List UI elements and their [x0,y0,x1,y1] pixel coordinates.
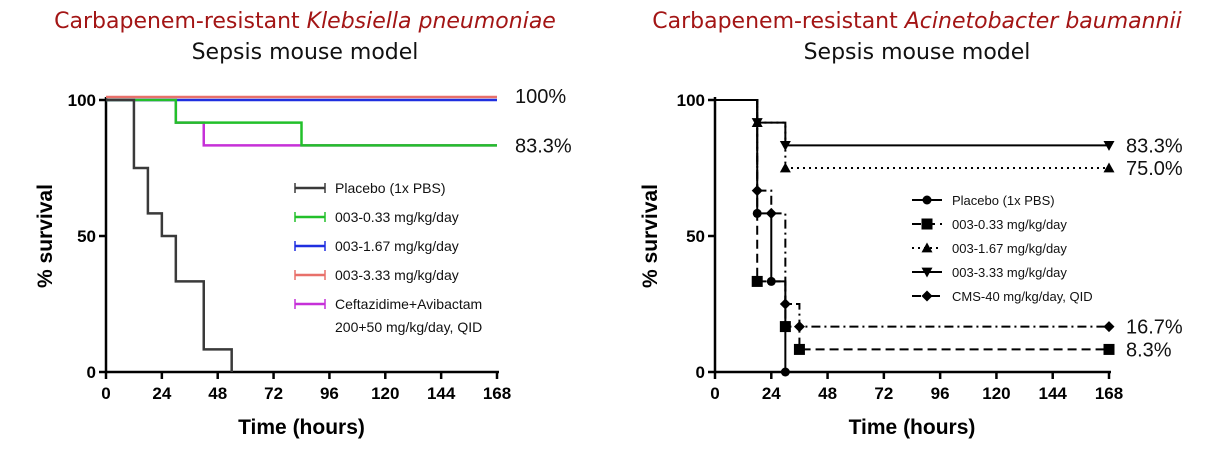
end-value-label: 75.0% [1126,158,1183,180]
x-axis-label: Time (hours) [849,416,976,439]
marker-triangle-down [1103,141,1115,151]
title-organism: Acinetobacter baumannii [904,9,1182,34]
marker-triangle-up [921,242,933,253]
end-value-label: 100% [515,86,566,108]
end-value-label: 83.3% [515,135,572,157]
y-tick-label: 100 [68,91,96,110]
legend-label: 003-3.33 mg/kg/day [952,265,1067,280]
chart-subtitle: Sepsis mouse model [191,40,419,65]
legend-label: CMS-40 mg/kg/day, QID [952,289,1093,304]
y-axis-label: % survival [34,184,57,288]
series-line [715,99,1109,169]
marker-circle [922,195,932,205]
y-tick-label: 0 [696,363,705,382]
survival-chart: 0 50 100 0 24 48 72 96 120 144 168 Time (hours) % su… [639,91,1183,439]
marker-triangle-down [921,267,933,278]
title-organism: Klebsiella pneumoniae [306,9,556,34]
series-line [715,99,1109,328]
legend-label: Placebo (1x PBS) [335,180,446,196]
x-tick-label: 24 [152,384,171,403]
x-tick-label: 96 [931,384,950,403]
marker-circle [766,276,776,286]
chart-subtitle: Sepsis mouse model [803,40,1031,65]
marker-triangle-up [1103,162,1115,173]
chart-title: Carbapenem-resistant Acinetobacter bauma… [612,9,1222,34]
y-tick-label: 100 [677,91,705,110]
marker-circle [752,208,762,218]
legend-label: 200+50 mg/kg/day, QID [335,319,482,335]
marker-square [1103,343,1115,355]
x-tick-label: 24 [762,384,781,403]
legend-label: Placebo (1x PBS) [952,193,1055,208]
marker-diamond [921,290,933,302]
x-tick-label: 48 [818,384,837,403]
series-line [106,98,497,147]
x-tick-label: 96 [320,384,339,403]
marker-circle [780,367,790,377]
legend-label: 003-3.33 mg/kg/day [335,267,459,283]
legend-label: 003-1.67 mg/kg/day [335,238,459,254]
legend-label: 003-0.33 mg/kg/day [335,209,459,225]
series-line [106,98,233,372]
end-value-label: 8.3% [1126,339,1172,361]
y-axis-label: % survival [639,184,662,288]
x-tick-label: 168 [1095,384,1123,403]
series-line [715,99,787,372]
x-tick-label: 144 [427,384,456,403]
x-tick-label: 72 [264,384,283,403]
end-value-label: 83.3% [1126,135,1183,157]
y-tick-label: 50 [686,227,705,246]
x-axis-label: Time (hours) [238,416,365,439]
series-line [715,99,1109,147]
x-tick-label: 120 [982,384,1010,403]
marker-diamond [1103,321,1115,333]
x-tick-label: 120 [371,384,399,403]
legend-label: 003-0.33 mg/kg/day [952,217,1067,232]
x-tick-label: 48 [208,384,227,403]
marker-triangle-up [779,162,791,173]
chart-title: Carbapenem-resistant Klebsiella pneumoni… [0,9,610,34]
x-tick-label: 144 [1039,384,1068,403]
title-text: Carbapenem-resistant [54,9,300,34]
chart-panel-acinetobacter: Carbapenem-resistant Acinetobacter bauma… [612,0,1222,473]
marker-square [751,275,763,287]
survival-chart: 0 50 100 0 24 48 72 96 120 144 168 Time (hours) % su… [34,86,572,439]
x-tick-label: 0 [710,384,719,403]
chart-panel-klebsiella: Carbapenem-resistant Klebsiella pneumoni… [0,0,610,473]
y-tick-label: 0 [87,363,96,382]
x-tick-label: 72 [874,384,893,403]
marker-square [921,218,933,230]
x-tick-label: 0 [101,384,110,403]
legend-label: Ceftazidime+Avibactam [335,296,482,312]
y-tick-label: 50 [77,227,96,246]
x-tick-label: 168 [483,384,511,403]
title-text: Carbapenem-resistant [652,9,898,34]
marker-triangle-down [779,141,791,151]
marker-square [793,343,805,355]
legend-label: 003-1.67 mg/kg/day [952,241,1067,256]
end-value-label: 16.7% [1126,317,1183,339]
